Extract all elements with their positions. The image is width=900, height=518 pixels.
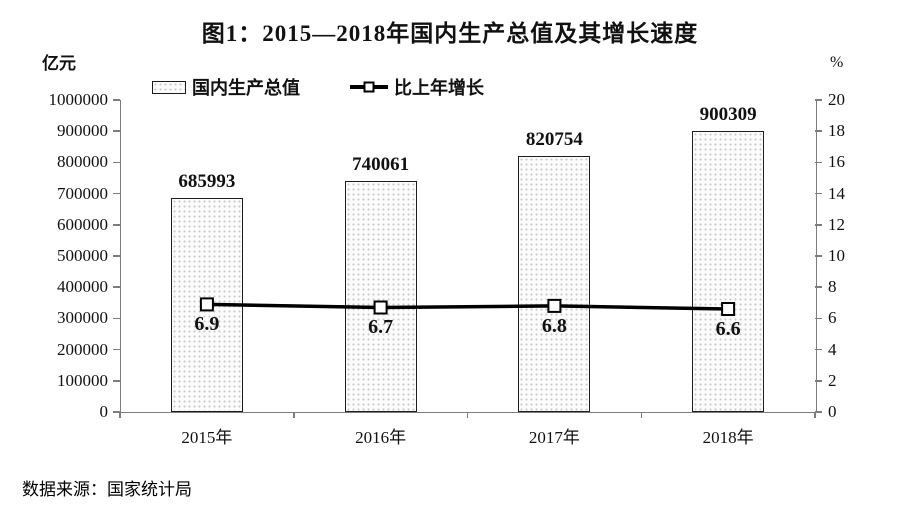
bar-value-label: 820754 <box>525 128 583 150</box>
legend-item-growth: 比上年增长 <box>350 74 484 100</box>
y-axis-tick-label: 100000 <box>57 370 108 390</box>
growth-value-label: 6.7 <box>368 316 394 339</box>
y-axis-tick-label: 600000 <box>57 214 108 234</box>
y-axis-tick <box>113 255 120 257</box>
x-axis-category-label: 2016年 <box>355 428 407 447</box>
y-axis-tick <box>113 411 120 413</box>
secondary-y-axis-tick <box>815 348 822 351</box>
y-axis-tick <box>113 192 120 195</box>
legend-item-gdp: 国内生产总值 <box>152 74 300 100</box>
bar-value-label: 685993 <box>178 170 236 192</box>
gdp-bar <box>344 181 417 412</box>
secondary-y-axis-tick-label: 8 <box>828 277 837 297</box>
growth-value-label: 6.8 <box>541 314 567 337</box>
secondary-y-axis-tick <box>815 192 822 195</box>
secondary-y-axis-tick-label: 4 <box>828 339 837 359</box>
x-axis-tick <box>466 412 469 418</box>
y-axis-tick-label: 300000 <box>57 308 108 328</box>
secondary-y-axis-tick-label: 20 <box>828 90 845 109</box>
growth-value-label: 6.9 <box>194 313 220 336</box>
secondary-y-axis-tick <box>815 411 822 413</box>
x-axis-tick <box>119 412 121 418</box>
secondary-y-axis-tick-label: 6 <box>828 308 837 328</box>
line-marker-icon <box>721 302 736 316</box>
y-axis-tick-label: 200000 <box>57 339 108 359</box>
dotted-bar-swatch-icon <box>152 80 186 94</box>
growth-line <box>199 297 736 316</box>
secondary-y-axis-tick-label: 14 <box>828 183 845 203</box>
y-axis-tick-label: 900000 <box>57 121 108 141</box>
x-axis-category-label: 2018年 <box>702 428 754 447</box>
secondary-y-axis-tick-label: 2 <box>828 370 837 390</box>
chart-title: 图1：2015—2018年国内生产总值及其增长速度 <box>201 21 699 46</box>
x-axis-category-label: 2017年 <box>528 428 580 447</box>
secondary-y-axis-tick-label: 18 <box>828 121 845 141</box>
secondary-y-axis-tick-label: 16 <box>828 152 845 172</box>
gdp-bar <box>692 131 765 412</box>
y-axis-tick-label: 800000 <box>57 152 108 172</box>
line-marker-swatch-icon <box>350 81 388 93</box>
y-axis-tick <box>113 224 120 226</box>
y-axis-tick-label: 400000 <box>57 277 108 297</box>
x-axis-tick <box>814 412 816 418</box>
bar-value-label: 740061 <box>352 154 410 176</box>
y-axis-tick-label: 1000000 <box>48 90 109 109</box>
secondary-y-axis-tick <box>815 255 822 257</box>
growth-value-label: 6.6 <box>715 318 741 341</box>
y-axis-tick <box>113 130 120 132</box>
bar-value-label: 900309 <box>699 104 757 126</box>
y-axis-tick <box>113 348 120 351</box>
y-axis-tick <box>113 161 120 164</box>
secondary-y-axis-tick <box>815 224 822 226</box>
line-marker-icon <box>199 297 214 312</box>
y-axis-tick <box>113 99 120 101</box>
x-axis-tick <box>640 412 642 418</box>
secondary-y-axis-tick <box>815 317 822 320</box>
secondary-y-axis-tick <box>815 161 822 164</box>
line-marker-icon <box>373 300 388 315</box>
legend-label: 国内生产总值 <box>192 78 300 98</box>
y-axis-tick <box>113 380 120 382</box>
y-axis-tick-label: 700000 <box>57 183 108 203</box>
x-axis-tick <box>293 412 295 418</box>
y-axis-tick <box>113 286 120 288</box>
secondary-y-axis-tick <box>815 380 822 382</box>
gdp-bar <box>518 155 591 412</box>
line-marker-icon <box>547 298 562 313</box>
right-axis-unit: % <box>830 54 844 71</box>
secondary-y-axis-tick-label: 0 <box>828 402 837 421</box>
gdp-bar <box>170 197 243 412</box>
legend: 国内生产总值 比上年增长 <box>152 74 484 100</box>
legend-label: 比上年增长 <box>394 78 484 98</box>
y-axis-tick-label: 500000 <box>57 246 108 265</box>
secondary-y-axis-tick <box>815 130 822 132</box>
secondary-y-axis-tick-label: 12 <box>828 214 845 234</box>
data-source-note: 数据来源：国家统计局 <box>22 480 192 499</box>
x-axis-category-label: 2015年 <box>181 428 233 447</box>
secondary-y-axis-tick <box>815 286 822 288</box>
secondary-y-axis-tick-label: 10 <box>828 246 845 265</box>
secondary-y-axis-tick <box>815 99 822 101</box>
y-axis-tick-label: 0 <box>99 402 109 421</box>
y-axis-tick <box>113 317 120 320</box>
left-axis-unit: 亿元 <box>42 54 76 73</box>
